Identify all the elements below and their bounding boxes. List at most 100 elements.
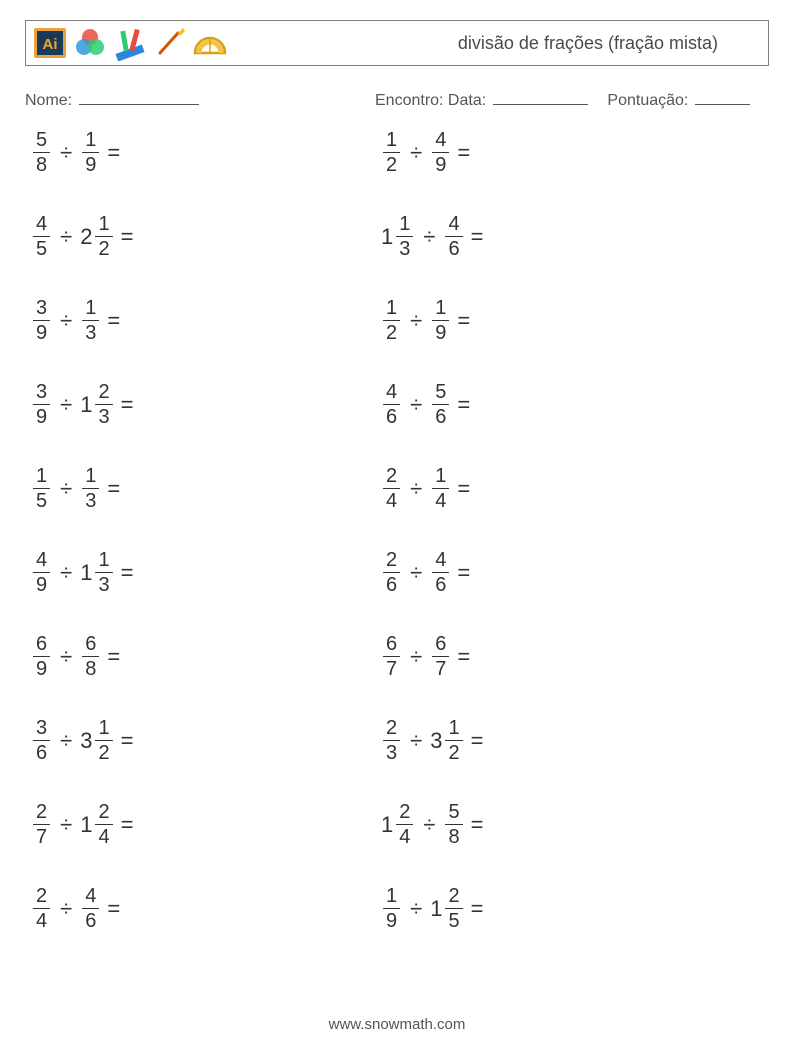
numerator: 2 [383,466,400,488]
fraction: 56 [432,382,449,427]
header-box: Ai [25,20,769,66]
operator: ÷ [60,140,72,166]
equals-sign: = [471,896,484,922]
equals-sign: = [457,476,470,502]
operator: ÷ [60,392,72,418]
problem: 12÷19= [381,296,731,346]
fraction: 67 [383,634,400,679]
operator: ÷ [60,560,72,586]
denominator: 4 [383,488,400,511]
denominator: 5 [445,908,462,931]
operator: ÷ [60,224,72,250]
problem: 58 ÷ 19 = [31,128,381,178]
fraction: 67 [432,634,449,679]
fraction: 58 [33,130,50,175]
equals-sign: = [121,392,134,418]
equals-sign: = [107,308,120,334]
operator: ÷ [60,728,72,754]
denominator: 6 [432,572,449,595]
fraction: 46 [383,382,400,427]
fraction: 46 [432,550,449,595]
fraction: 19 [82,130,99,175]
numerator: 2 [33,886,50,908]
denominator: 4 [396,824,413,847]
problem: 124÷58= [381,800,731,850]
denominator: 9 [383,908,400,931]
numerator: 1 [445,718,462,740]
whole-number: 1 [80,812,92,838]
ruler-pencil-icon [112,25,148,61]
numerator: 1 [82,466,99,488]
numerator: 4 [82,886,99,908]
operator: ÷ [410,308,422,334]
denominator: 7 [432,656,449,679]
fraction: 46 [82,886,99,931]
denominator: 6 [82,908,99,931]
fraction: 24 [396,802,413,847]
numerator: 1 [432,298,449,320]
footer-url: www.snowmath.com [0,1016,794,1033]
protractor-icon [192,25,228,61]
equals-sign: = [107,140,120,166]
equals-sign: = [471,728,484,754]
operator: ÷ [410,728,422,754]
denominator: 8 [445,824,462,847]
denominator: 9 [432,152,449,175]
equals-sign: = [121,560,134,586]
operator: ÷ [60,308,72,334]
operator: ÷ [410,476,422,502]
numerator: 3 [33,382,50,404]
fraction: 24 [95,802,112,847]
numerator: 5 [445,802,462,824]
fraction: 19 [432,298,449,343]
fraction: 13 [396,214,413,259]
denominator: 9 [82,152,99,175]
numerator: 1 [383,130,400,152]
denominator: 8 [33,152,50,175]
numerator: 3 [33,718,50,740]
operator: ÷ [60,896,72,922]
name-label: Nome: [25,92,72,109]
denominator: 3 [396,236,413,259]
numerator: 2 [396,802,413,824]
problem: 36÷312= [31,716,381,766]
denominator: 2 [95,236,112,259]
problem: 24÷14= [381,464,731,514]
whole-number: 3 [80,728,92,754]
denominator: 4 [432,488,449,511]
denominator: 2 [95,740,112,763]
problem: 19÷125= [381,884,731,934]
equals-sign: = [121,224,134,250]
numerator: 1 [432,466,449,488]
numerator: 1 [82,130,99,152]
denominator: 3 [95,572,112,595]
score-blank[interactable] [695,88,750,105]
date-blank[interactable] [493,88,588,105]
problem: 27÷124= [31,800,381,850]
problem: 24÷46= [31,884,381,934]
denominator: 9 [33,572,50,595]
denominator: 8 [82,656,99,679]
equals-sign: = [107,476,120,502]
fraction: 49 [33,550,50,595]
fraction: 13 [95,550,112,595]
denominator: 4 [95,824,112,847]
fraction: 36 [33,718,50,763]
problem: 46÷56= [381,380,731,430]
numerator: 2 [383,718,400,740]
equals-sign: = [457,560,470,586]
problem: 26÷46= [381,548,731,598]
numerator: 1 [95,214,112,236]
operator: ÷ [60,812,72,838]
numerator: 4 [445,214,462,236]
operator: ÷ [423,812,435,838]
name-blank[interactable] [79,88,199,105]
numerator: 2 [33,802,50,824]
numerator: 2 [445,886,462,908]
equals-sign: = [107,644,120,670]
operator: ÷ [410,896,422,922]
fraction: 24 [383,466,400,511]
fraction: 58 [445,802,462,847]
denominator: 5 [33,236,50,259]
fraction: 12 [445,718,462,763]
